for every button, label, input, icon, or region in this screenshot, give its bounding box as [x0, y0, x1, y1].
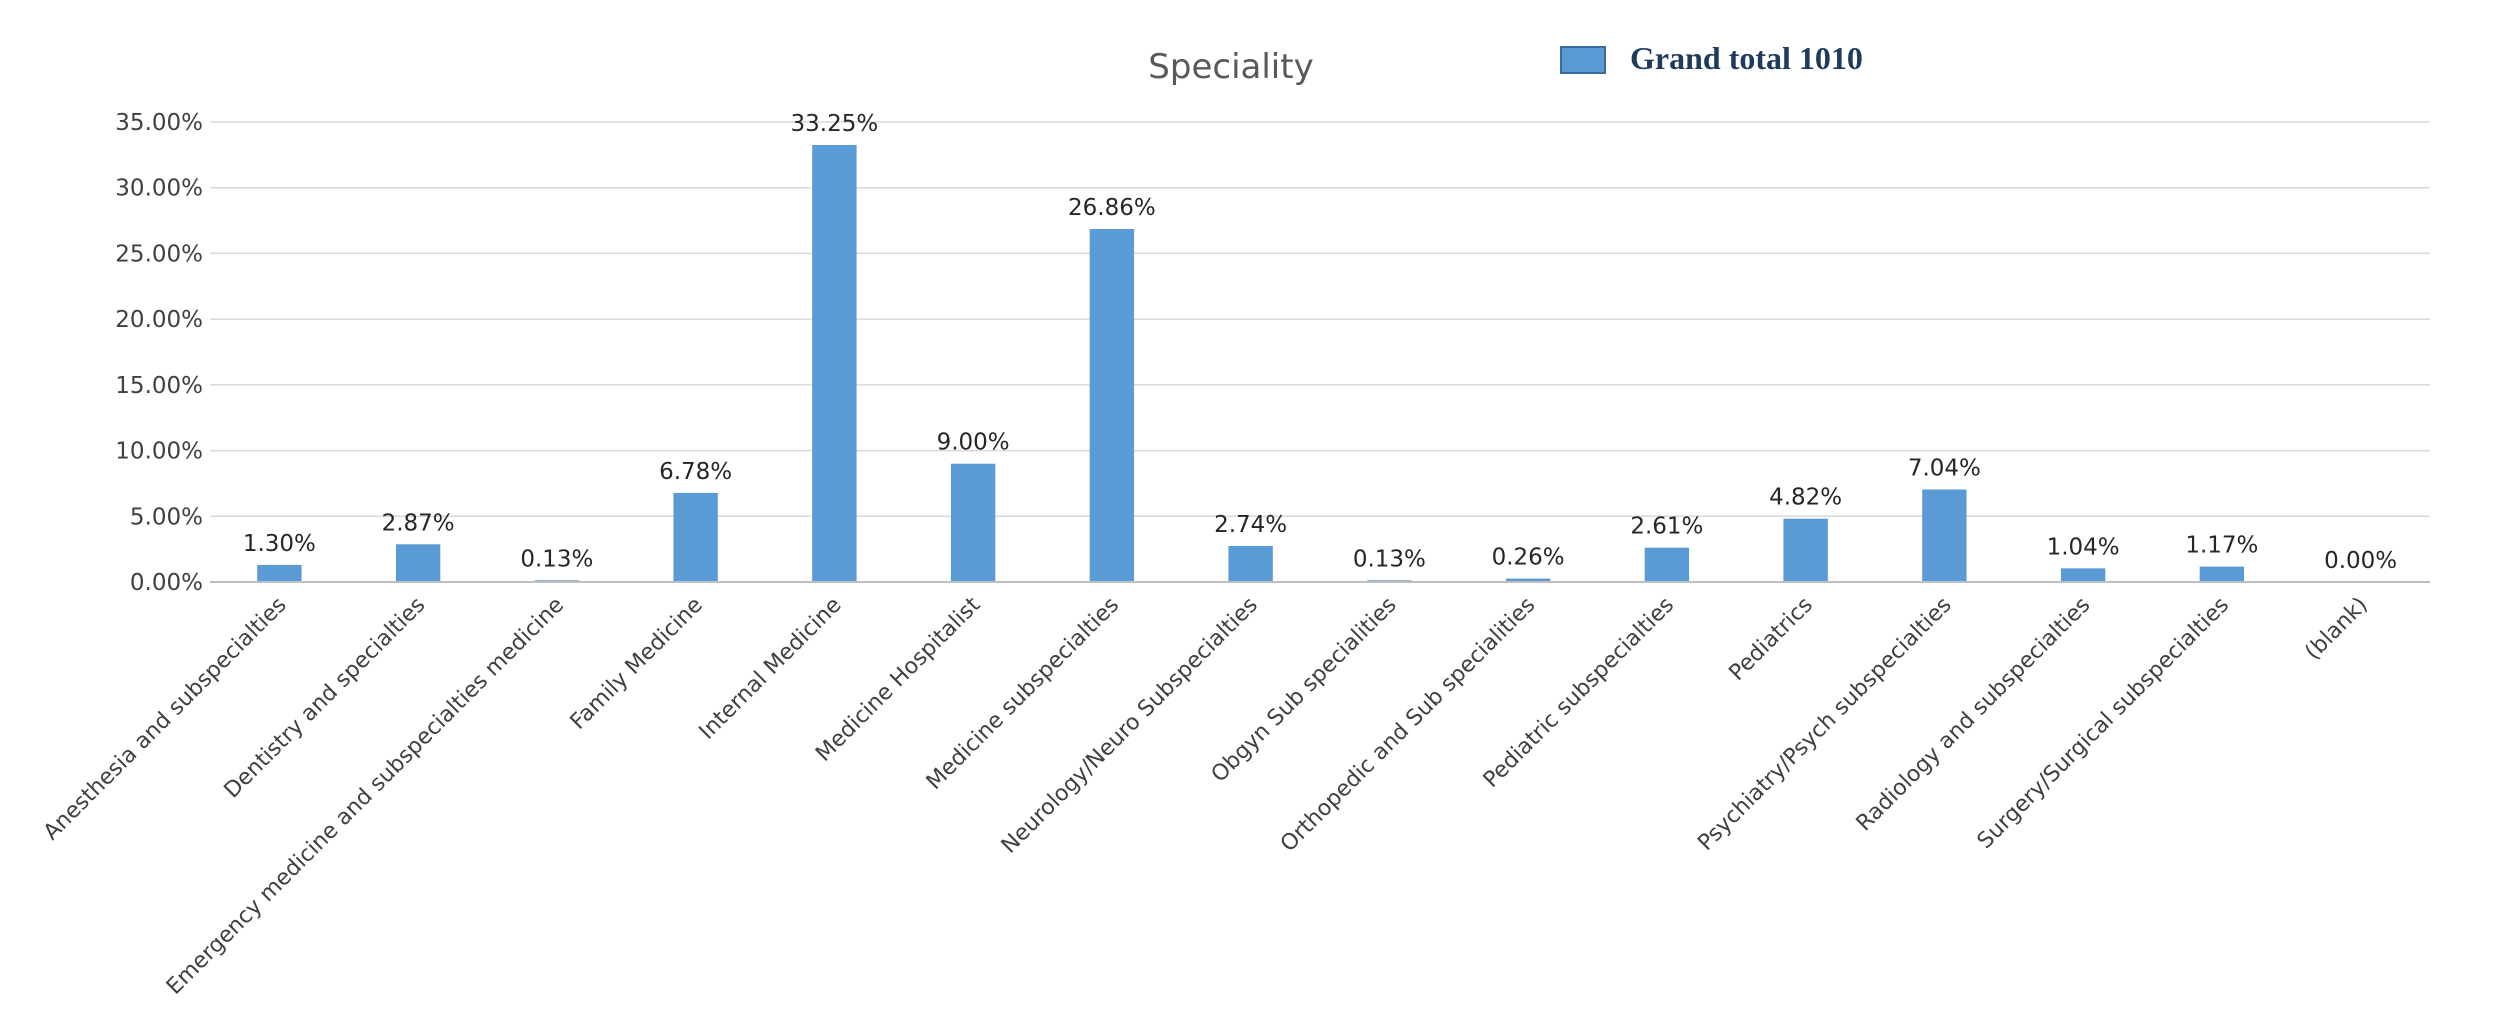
- y-tick-label: 15.00%: [115, 373, 203, 399]
- data-label: 7.04%: [1908, 455, 1981, 481]
- x-tick-label: Psychiatry/Psych subspecialties: [1693, 593, 1956, 856]
- x-tick-label: Surgery/Surgical subspecialties: [1973, 593, 2234, 854]
- data-label: 6.78%: [659, 459, 732, 485]
- chart-title: Speciality: [1148, 47, 1313, 87]
- data-label: 0.13%: [1353, 546, 1426, 572]
- legend[interactable]: Grand total 1010: [1560, 40, 1863, 76]
- data-label: 1.04%: [2047, 534, 2120, 560]
- data-label: 0.13%: [520, 546, 593, 572]
- data-label: 2.61%: [1630, 514, 1703, 540]
- bar[interactable]: [1228, 545, 1273, 582]
- data-label: 2.74%: [1214, 512, 1287, 538]
- y-tick-label: 0.00%: [130, 570, 203, 596]
- bar[interactable]: [1783, 518, 1828, 582]
- bar[interactable]: [2199, 566, 2245, 582]
- x-tick-label: Family Medicine: [566, 593, 708, 735]
- data-label: 0.26%: [1492, 545, 1565, 571]
- x-tick-label: (blank): [2300, 593, 2372, 665]
- bar[interactable]: [1922, 489, 1967, 582]
- x-tick-label: Neurology/Neuro Subspecialties: [997, 593, 1263, 859]
- data-label: 0.00%: [2324, 548, 2397, 574]
- legend-label: Grand total 1010: [1630, 40, 1863, 76]
- bar[interactable]: [1644, 547, 1690, 582]
- data-labels: 1.30% 2.87% 0.13% 6.78% 33.25% 9.00% 26.86% 2.7…: [243, 111, 2397, 574]
- x-tick-label: Anesthesia and subspecialties: [39, 593, 292, 846]
- gridlines: [210, 121, 2430, 518]
- data-label: 1.17%: [2185, 533, 2258, 559]
- bar[interactable]: [812, 145, 857, 582]
- y-tick-label: 25.00%: [115, 241, 203, 267]
- x-tick-label: Pediatrics: [1725, 593, 1818, 686]
- y-tick-label: 20.00%: [115, 307, 203, 333]
- x-tick-label: Internal Medicine: [695, 593, 847, 745]
- y-tick-label: 5.00%: [130, 504, 203, 530]
- bar[interactable]: [1089, 228, 1135, 583]
- data-label: 33.25%: [791, 111, 879, 137]
- y-tick-label: 35.00%: [115, 110, 203, 136]
- y-tick-label: 10.00%: [115, 439, 203, 465]
- bars: [257, 145, 2245, 583]
- bar[interactable]: [1505, 578, 1551, 582]
- bar[interactable]: [257, 564, 302, 582]
- data-label: 2.87%: [382, 510, 455, 536]
- y-tick-label: 30.00%: [115, 176, 203, 202]
- data-label: 26.86%: [1068, 195, 1156, 221]
- x-tick-label: Radiology and subspecialties: [1852, 593, 2096, 837]
- data-label: 4.82%: [1769, 485, 1842, 511]
- bar[interactable]: [395, 544, 441, 582]
- bar[interactable]: [2060, 568, 2106, 582]
- y-axis-tick-labels: 0.00% 5.00% 10.00% 15.00% 20.00% 25.00% 30.00%…: [115, 110, 203, 596]
- data-label: 1.30%: [243, 531, 316, 557]
- legend-swatch: [1560, 46, 1606, 74]
- bar[interactable]: [950, 463, 996, 582]
- x-tick-label: Orthopedic and Sub specialities: [1276, 593, 1540, 857]
- data-label: 9.00%: [937, 430, 1010, 456]
- bar[interactable]: [673, 492, 718, 582]
